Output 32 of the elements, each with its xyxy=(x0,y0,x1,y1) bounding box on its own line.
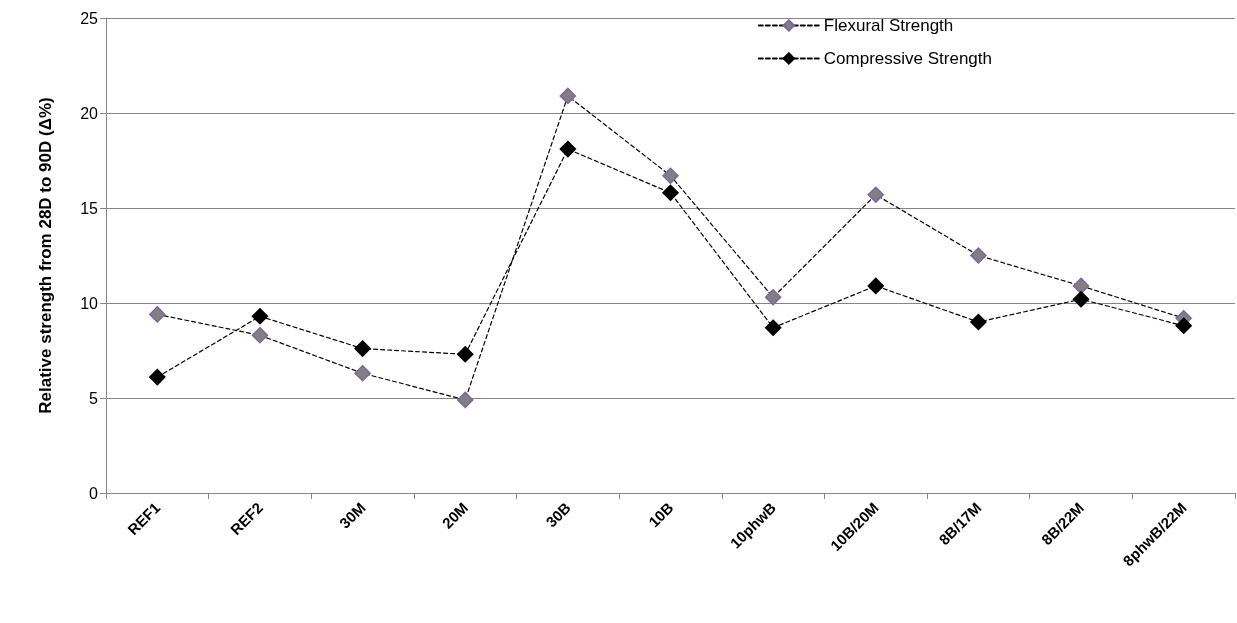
point xyxy=(354,340,371,357)
point xyxy=(867,277,885,295)
point xyxy=(1072,290,1090,308)
y-tick-label: 0 xyxy=(89,484,99,502)
point xyxy=(970,313,987,331)
point xyxy=(764,319,782,336)
point xyxy=(354,365,371,382)
y-tick-label: 20 xyxy=(80,104,99,122)
point xyxy=(970,247,987,264)
x-tick-label: 30B xyxy=(542,498,574,531)
point xyxy=(559,140,577,158)
y-tick-label: 15 xyxy=(80,199,99,217)
point xyxy=(149,306,166,323)
point xyxy=(456,391,474,409)
point xyxy=(867,186,885,203)
point xyxy=(559,87,577,105)
point xyxy=(1175,317,1192,335)
point xyxy=(1072,277,1090,295)
point xyxy=(662,167,679,184)
y-tick-label: 5 xyxy=(89,389,99,407)
point xyxy=(764,289,782,306)
y-tick-label: 10 xyxy=(80,294,99,312)
y-tick-label: 25 xyxy=(80,9,99,27)
point xyxy=(662,184,679,202)
point xyxy=(149,368,166,386)
point xyxy=(251,327,269,344)
legend-label: Flexural Strength xyxy=(823,16,954,35)
legend-label: Compressive Strength xyxy=(823,49,993,68)
point xyxy=(251,308,269,325)
point xyxy=(456,346,474,363)
x-tick-label: 10B xyxy=(645,498,677,531)
y-axis-title: Relative strength from 28D to 90D (Δ%) xyxy=(36,97,55,414)
